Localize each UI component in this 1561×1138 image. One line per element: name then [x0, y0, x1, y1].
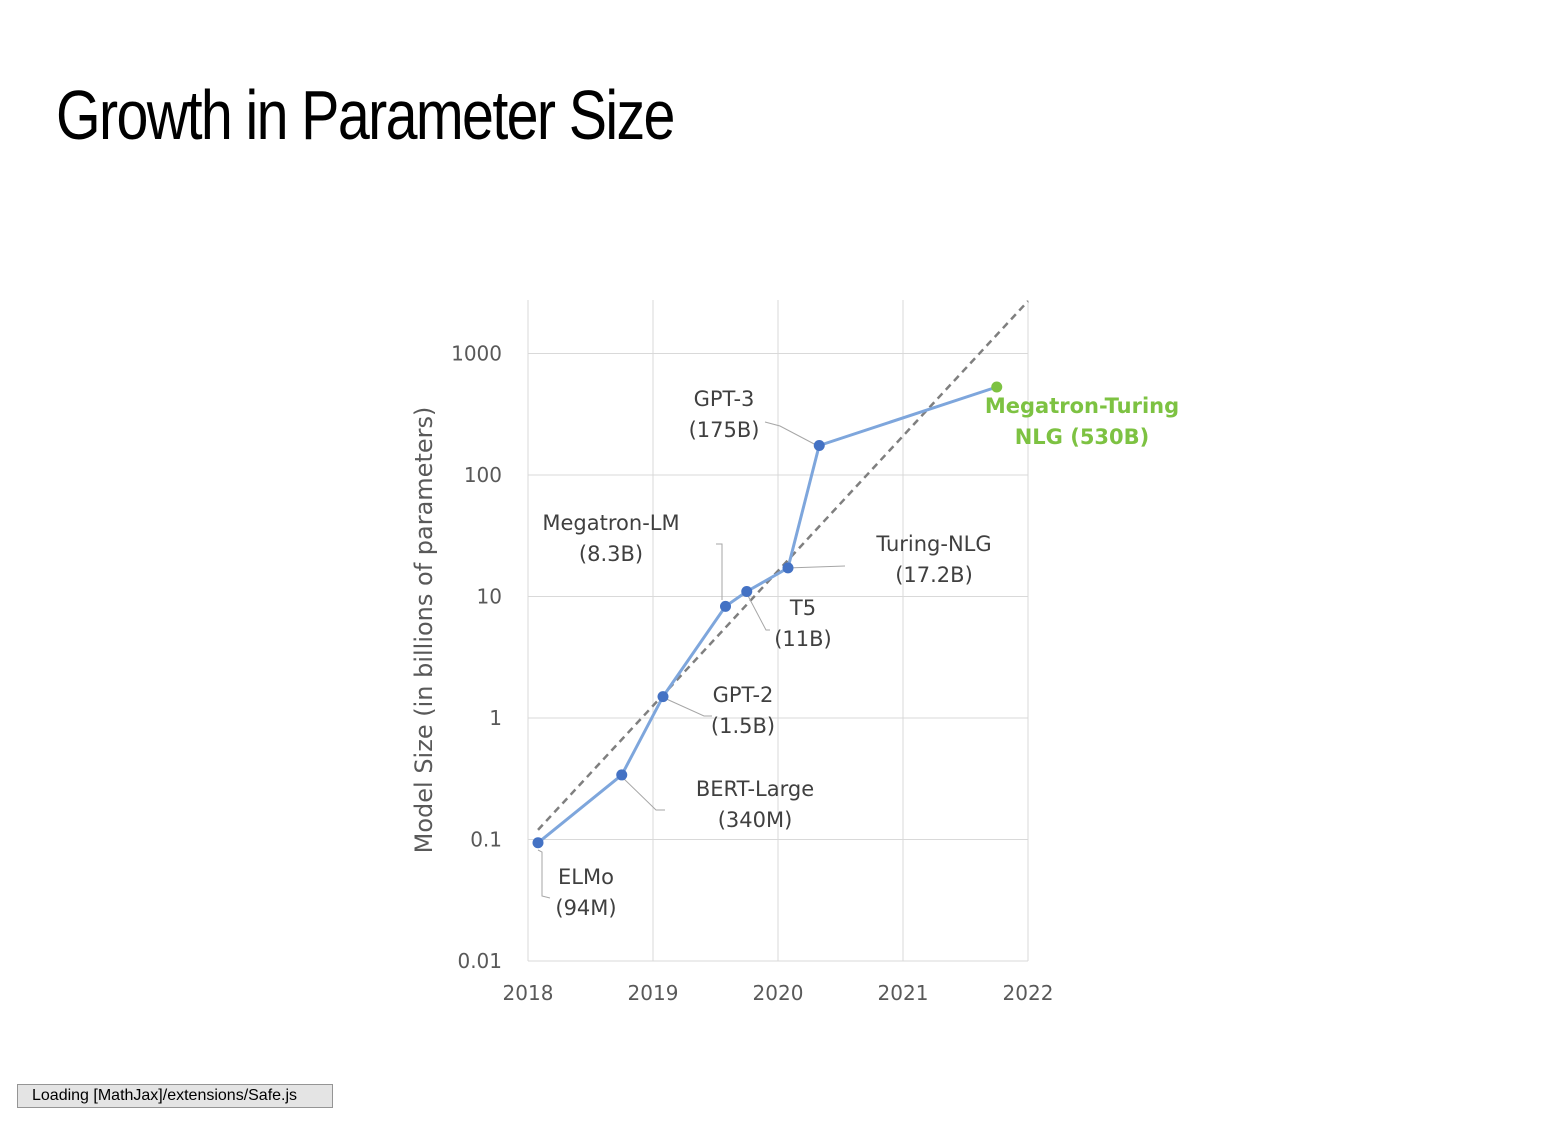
data-label-name: Turing-NLG [875, 532, 991, 556]
axes: 2018 2019 2020 2021 2022 0.01 0.1 1 10 100 1000 Mod… [410, 342, 1053, 1006]
data-label-name: BERT-Large [696, 777, 814, 801]
label-leader [764, 421, 819, 447]
x-tick-label: 2022 [1003, 981, 1054, 1005]
data-label-value: (8.3B) [579, 542, 643, 566]
data-points [532, 381, 1003, 849]
data-label-value: (1.5B) [711, 714, 775, 738]
data-point [532, 837, 544, 849]
data-label-value: (175B) [689, 418, 760, 442]
data-label-name: GPT-2 [713, 683, 774, 707]
series-line-path [537, 385, 998, 844]
y-tick-label: 0.1 [470, 828, 502, 852]
data-label-name: ELMo [558, 865, 614, 889]
data-label-name: Megatron-Turing [985, 394, 1179, 418]
label-leader [620, 775, 665, 811]
data-point [741, 585, 753, 597]
data-point [813, 439, 825, 451]
slide-title: Growth in Parameter Size [56, 76, 675, 154]
y-axis-title: Model Size (in billions of parameters) [410, 407, 438, 854]
data-label-name: GPT-3 [694, 387, 755, 411]
data-point [991, 381, 1003, 393]
x-tick-label: 2018 [503, 981, 554, 1005]
x-tick-label: 2021 [878, 981, 929, 1005]
data-label-name: T5 [789, 596, 816, 620]
data-label-value: (340M) [718, 808, 793, 832]
data-label-value: (17.2B) [895, 563, 973, 587]
x-tick-label: 2020 [753, 981, 804, 1005]
y-tick-label: 1000 [451, 342, 502, 366]
data-label-name: Megatron-LM [542, 511, 679, 535]
grid [527, 300, 1029, 962]
data-point [782, 562, 794, 574]
data-labels: ELMo (94M) BERT-Large (340M) GPT-2 (1.5B) Mega… [542, 387, 1179, 920]
y-tick-label: 100 [464, 463, 502, 487]
label-leaders [537, 421, 846, 899]
label-leader [537, 849, 551, 899]
series-line [537, 385, 998, 844]
data-point [616, 769, 628, 781]
y-tick-label: 0.01 [457, 949, 502, 973]
data-label-value: (94M) [555, 896, 616, 920]
data-label-value: (11B) [774, 627, 832, 651]
x-tick-label: 2019 [628, 981, 679, 1005]
y-tick-label: 10 [477, 585, 502, 609]
label-leader [716, 543, 723, 600]
data-point [720, 600, 731, 612]
data-point [657, 691, 669, 703]
mathjax-status: Loading [MathJax]/extensions/Safe.js [17, 1084, 333, 1108]
label-leader [745, 591, 770, 631]
trendline [537, 300, 1029, 831]
trendline [537, 300, 1029, 831]
data-label-value: NLG (530B) [1015, 425, 1150, 449]
label-leader [786, 565, 846, 569]
y-tick-label: 1 [489, 706, 502, 730]
label-leader [661, 696, 712, 717]
